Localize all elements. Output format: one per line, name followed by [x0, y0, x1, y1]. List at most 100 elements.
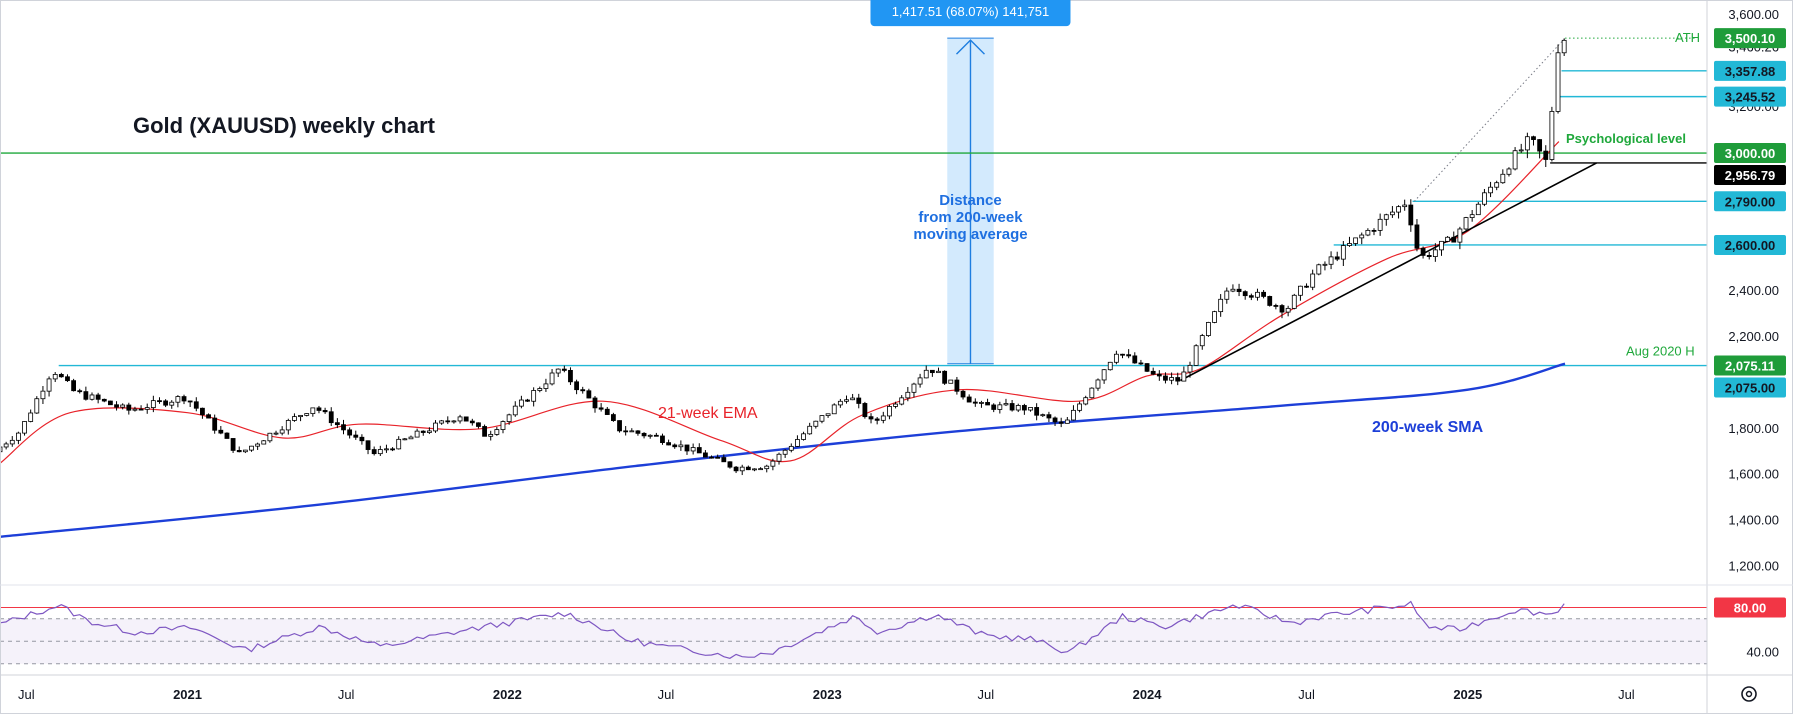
candle [660, 433, 665, 445]
candle [1071, 405, 1076, 421]
candle [1040, 413, 1046, 417]
bearish-candle-body [721, 457, 727, 463]
candle [776, 452, 782, 465]
rsi-overbought-badge-box [1714, 597, 1786, 618]
candle [1291, 293, 1297, 310]
bearish-candle-body [187, 400, 193, 403]
candle [1052, 416, 1058, 426]
time-tick-label: Jul [18, 687, 35, 702]
bullish-candle-body [1475, 203, 1481, 216]
bullish-candle-body [292, 416, 297, 421]
candle [328, 407, 334, 427]
price-badge-label: 3,500.10 [1725, 31, 1776, 46]
bearish-candle-body [574, 381, 579, 391]
bullish-candle-body [911, 383, 917, 393]
candle [727, 461, 733, 469]
bearish-candle-body [709, 456, 714, 459]
bullish-candle-body [844, 399, 849, 402]
candle [518, 395, 524, 409]
bearish-candle-body [230, 438, 236, 451]
candle [52, 372, 58, 383]
rsi-pane[interactable] [0, 600, 1707, 665]
bullish-candle-body [979, 402, 984, 404]
candle [1359, 232, 1365, 245]
candle [108, 400, 113, 406]
candle [1432, 243, 1438, 262]
price-badge-box [1714, 60, 1786, 81]
bearish-candle-body [1248, 295, 1254, 298]
bullish-candle-body [304, 413, 310, 416]
candle [206, 413, 211, 419]
candle [795, 435, 800, 447]
bullish-candle-body [776, 453, 782, 462]
candle [715, 454, 721, 459]
time-tick-label: 2021 [173, 687, 202, 702]
bearish-candle-body [359, 436, 365, 442]
bearish-candle-body [874, 418, 880, 421]
bullish-candle-body [3, 443, 9, 448]
bearish-candle-body [236, 450, 242, 453]
candle [114, 401, 119, 411]
price-pane[interactable] [0, 37, 1707, 538]
candle [831, 403, 837, 415]
candle [1494, 180, 1500, 191]
bullish-candle-body [1390, 211, 1395, 216]
measure-label-text: 1,417.51 (68.07%) 141,751 [892, 4, 1050, 19]
bullish-candle-body [813, 420, 819, 427]
bearish-candle-body [101, 398, 107, 402]
candle [856, 393, 862, 409]
price-badge-box [1714, 355, 1786, 376]
candle [1279, 304, 1285, 319]
candle [1506, 167, 1512, 177]
candle [230, 438, 236, 453]
candle [126, 402, 132, 415]
candle [819, 415, 825, 424]
bullish-candle-body [752, 468, 757, 471]
bearish-candle-body [371, 449, 377, 455]
candle [1132, 352, 1138, 364]
candle [451, 420, 457, 424]
candle [1175, 372, 1181, 386]
bullish-candle-body [1193, 345, 1199, 366]
bullish-candle-body [396, 438, 402, 450]
candle [175, 395, 181, 408]
candle [1199, 333, 1205, 350]
bullish-candle-body [549, 372, 555, 385]
candle [1383, 213, 1389, 226]
bullish-candle-body [837, 400, 843, 406]
candle [917, 373, 923, 388]
candle [28, 409, 34, 423]
bullish-candle-body [1205, 322, 1211, 336]
bearish-candle-body [1426, 255, 1432, 257]
settings-button[interactable] [1741, 686, 1757, 702]
rsi-line [0, 600, 1565, 659]
candle [653, 432, 659, 437]
candle [457, 414, 463, 424]
bullish-candle-body [1322, 263, 1328, 266]
bearish-candle-body [353, 434, 359, 438]
bullish-candle-body [9, 439, 15, 445]
bearish-candle-body [1156, 373, 1162, 377]
ema-21-line [0, 141, 1560, 464]
bullish-candle-body [1353, 237, 1359, 244]
bullish-candle-body [1298, 285, 1303, 296]
price-badge-box [1714, 165, 1786, 186]
bullish-candle-body [531, 390, 537, 402]
candle [1028, 407, 1033, 412]
time-tick-label: Jul [658, 687, 675, 702]
candle [1009, 399, 1015, 412]
bearish-candle-body [672, 444, 678, 448]
bullish-candle-body [788, 445, 794, 451]
candle [1193, 344, 1199, 366]
candle [825, 413, 831, 418]
bullish-candle-body [28, 412, 34, 422]
candle [1187, 361, 1193, 378]
bullish-candle-body [451, 420, 457, 423]
candle [292, 413, 297, 422]
candle [850, 393, 856, 401]
candle [555, 368, 561, 378]
bearish-candle-body [1420, 247, 1426, 256]
bullish-candle-body [1347, 243, 1352, 246]
